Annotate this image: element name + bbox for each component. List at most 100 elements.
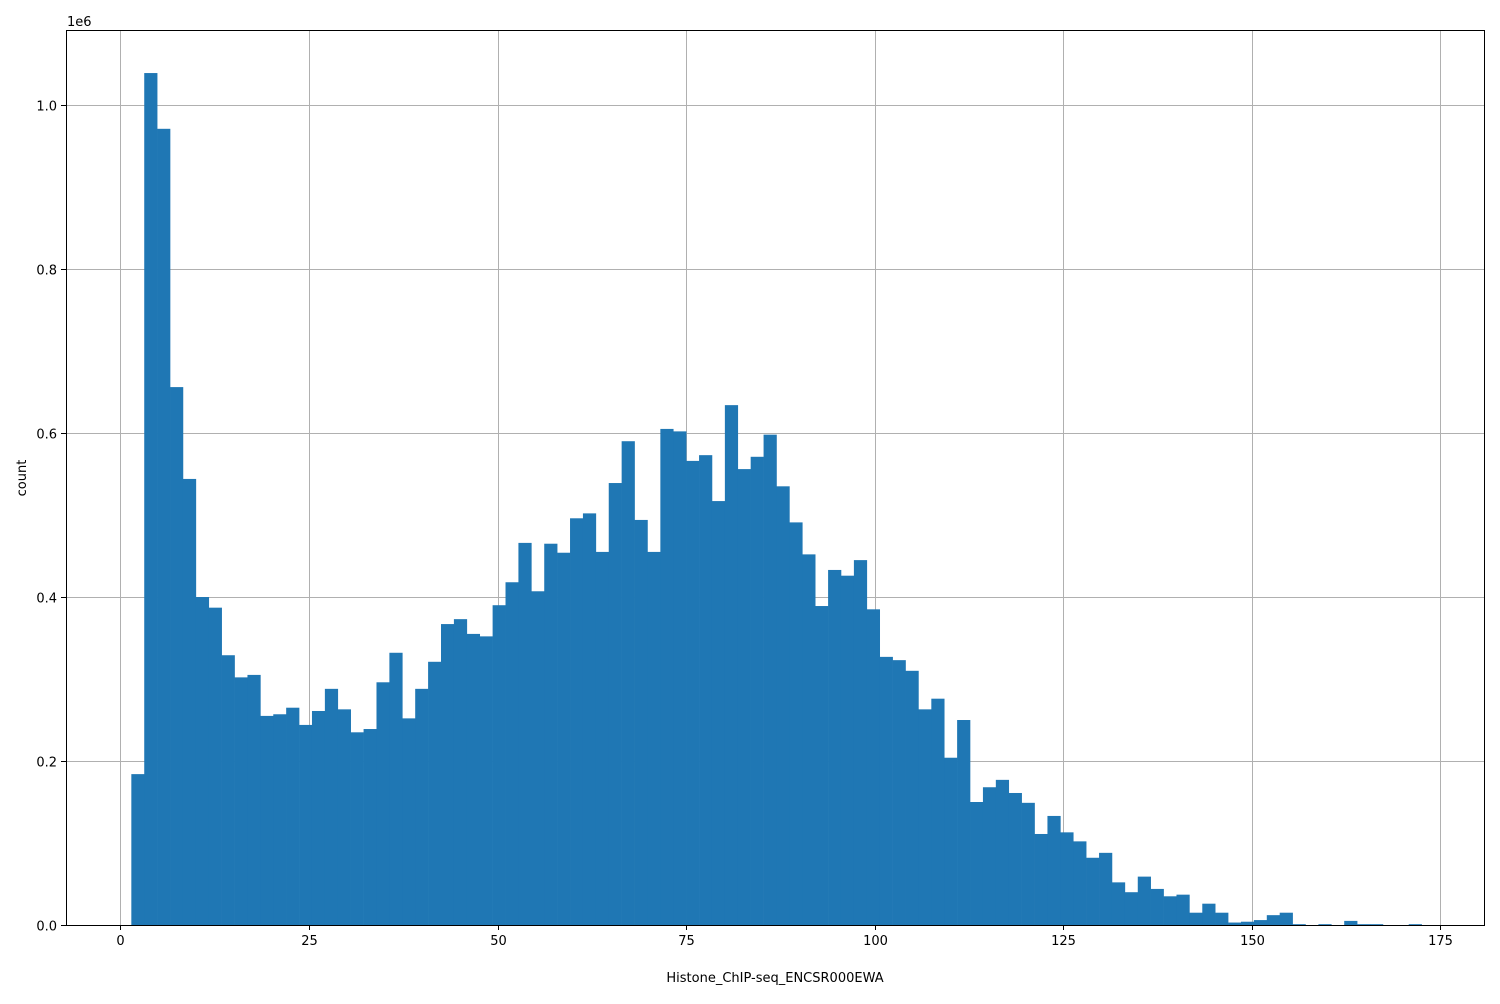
y-tick-label: 0.6: [36, 428, 57, 443]
y-tick-label: 0.2: [36, 756, 57, 771]
histogram-bar: [737, 469, 751, 925]
histogram-bar: [402, 718, 416, 925]
histogram-bar: [621, 441, 635, 925]
histogram-bar: [879, 656, 893, 925]
axes-frame: [66, 30, 1485, 926]
histogram-bar: [1150, 888, 1164, 925]
histogram-bar: [866, 609, 881, 925]
histogram-bar: [570, 518, 584, 925]
y-axis-ticks: 0.0 0.2 0.4 0.6 0.8 1.0: [36, 100, 66, 935]
histogram-bar: [1318, 924, 1332, 925]
histogram-bar: [802, 554, 816, 925]
histogram-bar: [1021, 802, 1035, 925]
histogram-bar: [1344, 920, 1358, 925]
histogram-bar: [337, 709, 351, 925]
histogram-bar: [815, 606, 829, 925]
histogram-bar: [957, 720, 971, 925]
histogram-bar: [286, 707, 300, 925]
histogram-bar: [157, 128, 171, 925]
y-tick-label: 0.0: [36, 920, 57, 935]
histogram-bar: [1189, 912, 1203, 925]
histogram-bar: [660, 428, 674, 925]
histogram-bar: [918, 709, 932, 925]
histogram-bar: [479, 636, 493, 925]
y-axis-label: count: [15, 460, 30, 497]
histogram-bar: [944, 757, 958, 925]
histogram-bar: [776, 486, 790, 925]
x-tick-label: 25: [301, 934, 318, 949]
histogram-bar: [1124, 892, 1139, 925]
histogram-bar: [840, 575, 855, 925]
histogram-bar: [1292, 924, 1306, 925]
y-tick-label: 1.0: [36, 100, 57, 115]
histogram-bar: [1176, 894, 1190, 925]
histogram-bar: [853, 560, 868, 925]
histogram-bar: [673, 431, 687, 925]
histogram-bar: [686, 460, 700, 925]
histogram-bar: [763, 434, 777, 925]
histogram-bar: [1408, 924, 1422, 925]
histogram-bar: [595, 551, 610, 925]
histogram-bar: [324, 688, 339, 925]
histogram-bar: [299, 724, 313, 925]
histogram-bar: [1111, 882, 1126, 925]
y-offset-label: 1e6: [67, 15, 92, 30]
y-tick-label: 0.8: [36, 264, 57, 279]
histogram-bar: [453, 619, 468, 925]
histogram-bar: [828, 569, 842, 925]
histogram-bar: [995, 779, 1010, 925]
histogram-bar: [1060, 832, 1074, 925]
histogram-bar: [144, 73, 158, 925]
x-axis-label: Histone_ChIP-seq_ENCSR000EWA: [666, 971, 883, 986]
histogram-bar: [634, 519, 648, 925]
histogram-bar: [711, 501, 726, 925]
histogram-bar: [428, 661, 442, 925]
histogram-bar: [1008, 792, 1022, 925]
x-tick-label: 175: [1428, 934, 1453, 949]
x-tick-label: 150: [1240, 934, 1265, 949]
histogram-bar: [505, 582, 519, 925]
histogram-bar: [1266, 915, 1280, 925]
histogram-bar: [441, 624, 455, 925]
histogram-bar: [608, 483, 622, 925]
histogram-bar: [170, 387, 184, 925]
bars: [131, 73, 1422, 925]
histogram-bar: [415, 688, 429, 925]
histogram-bar: [311, 710, 326, 925]
histogram-bar: [1163, 896, 1177, 925]
histogram-bar: [131, 774, 145, 925]
histogram-bar: [389, 652, 403, 925]
histogram-bar: [1137, 876, 1151, 925]
histogram-bar: [273, 714, 287, 925]
x-axis-ticks: 0 25 50 75 100 125 150 175: [116, 925, 1453, 949]
y-tick-label: 0.4: [36, 592, 57, 607]
histogram-bar: [208, 607, 222, 925]
histogram-bar: [1086, 857, 1100, 925]
histogram-bar: [982, 787, 997, 925]
histogram-bar: [1073, 841, 1087, 925]
x-tick-label: 75: [678, 934, 695, 949]
histogram-bar: [724, 405, 739, 925]
histogram-bar: [518, 542, 532, 925]
histogram-bar: [544, 543, 558, 925]
histogram-bar: [1253, 920, 1268, 925]
histogram-bar: [1202, 903, 1216, 925]
x-tick-label: 125: [1051, 934, 1076, 949]
histogram-bar: [970, 802, 984, 925]
histogram-bar: [1357, 924, 1371, 925]
histogram-bar: [557, 552, 571, 925]
histogram-bar: [647, 551, 661, 925]
histogram-bar: [363, 729, 377, 925]
histogram-bar: [492, 605, 506, 925]
histogram-bar: [1240, 921, 1255, 925]
histogram-bar: [789, 522, 803, 925]
histogram-bar: [221, 655, 235, 925]
histogram-bar: [376, 682, 390, 925]
histogram-bar: [1099, 852, 1113, 925]
histogram-bar: [182, 478, 197, 925]
histogram-bar: [905, 670, 919, 925]
histogram-bar: [1034, 833, 1048, 925]
histogram-bar: [195, 597, 210, 925]
histogram-bar: [260, 715, 274, 925]
